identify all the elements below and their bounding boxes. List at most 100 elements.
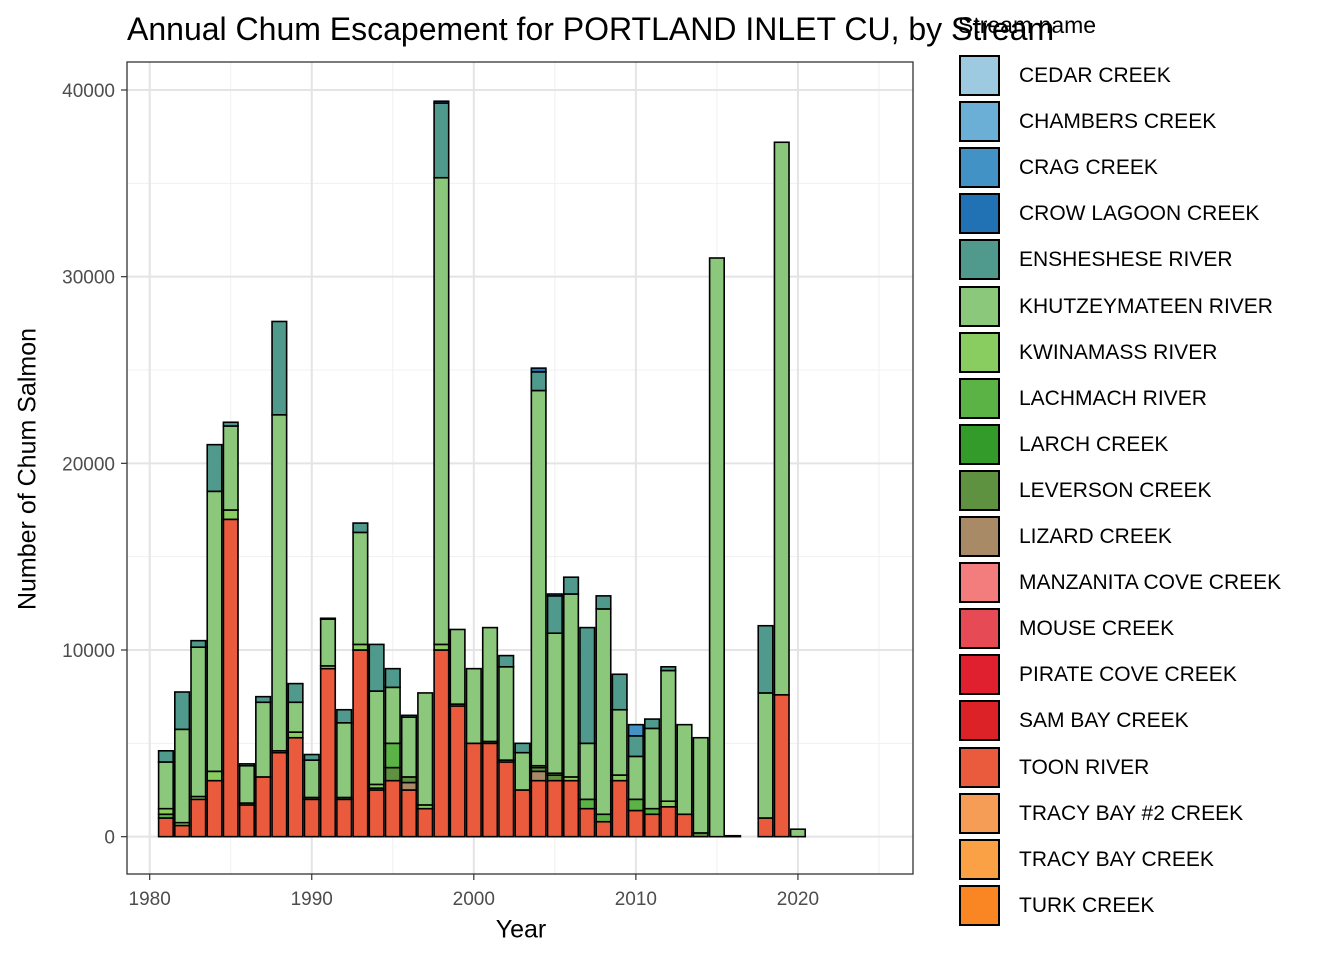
legend-key — [959, 469, 1000, 511]
y-axis-title: Number of Chum Salmon — [13, 327, 42, 611]
legend-label: KHUTZEYMATEEN RIVER — [1019, 294, 1273, 318]
bar-segment — [643, 807, 661, 816]
bar-segment — [465, 742, 482, 838]
bar-segment — [530, 389, 547, 767]
legend-item: LIZARD CREEK — [958, 514, 1338, 560]
bar-segment — [611, 708, 628, 776]
bar-segment — [611, 673, 628, 711]
bar-segment — [676, 723, 693, 816]
legend-item: ENSHESHESE RIVER — [958, 237, 1338, 283]
bar-segment — [352, 531, 369, 646]
legend-key — [959, 423, 1000, 465]
legend-key — [959, 55, 1000, 96]
bar-segment — [336, 721, 353, 799]
bar-segment — [400, 716, 418, 778]
bar-segment — [643, 718, 661, 730]
legend-label: LARCH CREEK — [1019, 432, 1169, 456]
bar-segment — [190, 646, 207, 798]
bar-segment — [757, 692, 774, 819]
bar-segment — [676, 813, 693, 838]
legend-item: LARCH CREEK — [958, 422, 1338, 468]
legend-label: TOON RIVER — [1019, 755, 1150, 779]
bar-segment — [433, 176, 450, 646]
chart-title: Annual Chum Escapement for PORTLAND INLE… — [127, 11, 1055, 47]
bar-segment — [546, 774, 563, 782]
legend-label: LACHMACH RIVER — [1019, 386, 1207, 410]
legend-key — [959, 239, 1000, 281]
bar-segment — [725, 834, 742, 838]
legend-item: TOON RIVER — [958, 745, 1338, 791]
bar-segment — [757, 624, 774, 694]
bar-segment — [319, 618, 337, 667]
bar-segment — [206, 490, 223, 773]
legend-key — [959, 884, 1000, 926]
bar-segment — [271, 751, 288, 838]
legend-label: TURK CREEK — [1019, 893, 1155, 917]
legend-key — [959, 331, 1000, 373]
bar-segment — [174, 728, 191, 824]
bar-segment — [206, 779, 223, 838]
bar-segment — [530, 779, 547, 838]
bar-segment — [303, 753, 320, 761]
bar-segment — [773, 141, 790, 696]
y-tick-label: 10000 — [62, 641, 115, 662]
bar-segment — [319, 617, 337, 620]
legend-label: MOUSE CREEK — [1019, 617, 1175, 641]
bar-segment — [514, 751, 531, 791]
bar-segment — [271, 320, 288, 416]
legend-key — [959, 746, 1000, 788]
legend-item: CHAMBERS CREEK — [958, 99, 1338, 145]
legend-key — [959, 285, 1000, 327]
legend-item: MOUSE CREEK — [958, 606, 1338, 652]
bar-segment — [352, 522, 369, 534]
legend-key — [959, 193, 1000, 235]
legend-label: ENSHESHESE RIVER — [1019, 248, 1233, 272]
bar-segment — [627, 809, 644, 838]
bar-segment — [530, 770, 547, 782]
bar-segment — [400, 781, 418, 791]
bar-segment — [303, 759, 320, 799]
legend-key — [959, 608, 1000, 650]
bar-segment — [465, 667, 482, 745]
x-tick-label: 2010 — [615, 889, 657, 910]
bar-segment — [546, 632, 563, 775]
bar-segment — [384, 686, 401, 745]
legend-label: KWINAMASS RIVER — [1019, 340, 1218, 364]
legend-item: TRACY BAY CREEK — [958, 837, 1338, 883]
legend-key — [959, 147, 1000, 189]
bar-segment — [368, 690, 385, 786]
bar-segment — [157, 817, 174, 838]
bar-segment — [238, 763, 256, 767]
x-tick-label: 1990 — [291, 889, 333, 910]
bar-segment — [498, 761, 515, 838]
bar-segment — [708, 257, 725, 838]
legend-key — [959, 792, 1000, 834]
legend-item: LACHMACH RIVER — [958, 376, 1338, 422]
bar-segment — [579, 742, 596, 801]
bar-segment — [287, 731, 304, 739]
bar-segment — [222, 518, 239, 838]
legend-key — [959, 101, 1000, 143]
bar-segment — [174, 824, 191, 838]
bar-segment — [660, 669, 677, 802]
bar-segment — [498, 665, 515, 761]
bar-segment — [417, 807, 434, 838]
bar-segment — [757, 817, 774, 838]
bar-segment — [271, 413, 288, 752]
y-tick-label: 20000 — [62, 454, 115, 475]
axes: 1980 1990 2000 2010 2020 0 10000 20000 30000 4000… — [62, 81, 819, 910]
x-tick-label: 2020 — [777, 889, 819, 910]
bar-segment — [238, 764, 256, 804]
bar-segment — [627, 755, 644, 801]
x-axis-title: Year — [495, 915, 547, 944]
bar-segment — [595, 608, 612, 816]
legend-item: PIRATE COVE CREEK — [958, 652, 1338, 698]
legend-item: CRAG CREEK — [958, 145, 1338, 191]
legend-label: TRACY BAY #2 CREEK — [1019, 801, 1244, 825]
legend-item: CEDAR CREEK — [958, 53, 1338, 99]
legend-item: KHUTZEYMATEEN RIVER — [958, 284, 1338, 330]
legend-key — [959, 516, 1000, 557]
legend-item: TURK CREEK — [958, 883, 1338, 929]
legend-item: SAM BAY CREEK — [958, 698, 1338, 744]
bar-segment — [352, 649, 369, 838]
